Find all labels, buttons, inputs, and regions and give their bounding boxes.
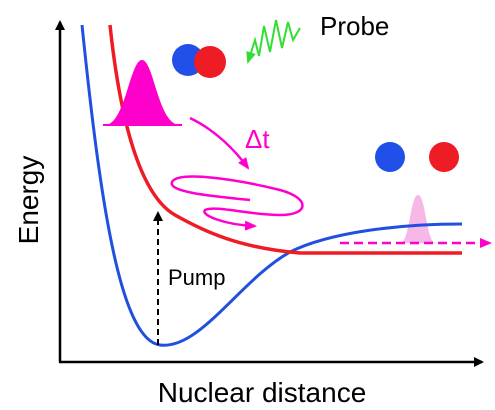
atom-red (429, 142, 459, 172)
x-axis-label: Nuclear distance (158, 377, 367, 408)
excited-state-curve (108, 24, 462, 255)
final-wavepacket (400, 195, 436, 243)
pump-label: Pump (168, 265, 225, 290)
delay-arrow (189, 116, 250, 170)
atom-blue (375, 142, 405, 172)
atom-red (194, 46, 226, 78)
ground-state-curve (80, 24, 463, 347)
wavepacket-motion-arrow (170, 175, 304, 231)
probe-pulse (246, 19, 301, 64)
delay-label: Δt (245, 124, 270, 154)
initial-wavepacket (105, 60, 180, 125)
y-axis-label: Energy (13, 156, 44, 245)
probe-label: Probe (320, 11, 389, 41)
